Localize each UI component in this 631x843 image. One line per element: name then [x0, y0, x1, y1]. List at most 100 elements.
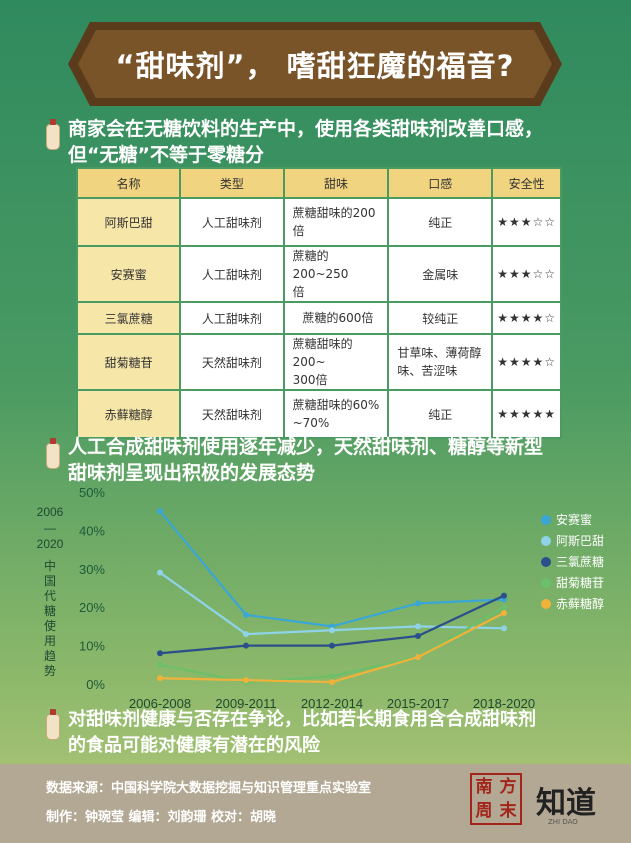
- table-header: 名称: [75, 167, 182, 199]
- table-row: 安赛蜜 人工甜味剂 蔗糖的 200~250 倍 金属味 ★★★☆☆: [75, 245, 562, 303]
- y-tick-label: 10%: [79, 639, 105, 654]
- sweetness-line: 蔗糖的 200~250: [292, 249, 349, 281]
- table-header: 类型: [179, 167, 285, 199]
- y-axis-label-char: 使: [44, 618, 56, 633]
- footer: [0, 764, 631, 843]
- sweetness-line: 蔗糖甜味的200: [292, 206, 376, 220]
- section-1-line-1: 商家会在无糖饮料的生产中，使用各类甜味剂改善口感，: [68, 118, 544, 140]
- bottle-icon: [46, 438, 60, 469]
- legend-label: 三氯蔗糖: [556, 554, 604, 569]
- data-point: [243, 611, 249, 618]
- legend-label: 甜菊糖苷: [556, 575, 604, 590]
- table-row: 赤藓糖醇 天然甜味剂 蔗糖甜味的60% ~70% 纯正 ★★★★★: [75, 389, 562, 439]
- y-axis-label-char: 趋: [44, 649, 56, 663]
- y-axis-label-char: 用: [44, 634, 56, 648]
- cell-rating: ★★★☆☆: [491, 245, 562, 303]
- cell-taste: 较纯正: [387, 301, 494, 335]
- cell-taste: 纯正: [387, 197, 494, 247]
- y-axis-label-char: 代: [44, 589, 56, 603]
- section-1-line-2: 但“无糖”不等于零糖分: [68, 144, 264, 166]
- data-point: [501, 609, 507, 616]
- sweetness-line: 300倍: [292, 373, 328, 387]
- y-axis-label-char: 势: [44, 664, 56, 678]
- legend-marker: [541, 578, 551, 588]
- cell-name: 安赛蜜: [75, 245, 182, 303]
- section-2-heading: 人工合成甜味剂使用逐年减少，天然甜味剂、糖醇等新型 甜味剂呈现出积极的发展态势: [68, 434, 543, 486]
- cell-taste: 金属味: [387, 245, 494, 303]
- data-point: [157, 569, 163, 576]
- legend-marker: [541, 599, 551, 609]
- sweetener-trend-chart: 0% 10% 20% 30% 40% 50% 2006-2008 2009-2011 2012-…: [37, 485, 604, 711]
- legend-marker: [541, 557, 551, 567]
- nanfang-zhoumo-logo: 南 方 周 末: [470, 773, 522, 825]
- zhidao-logo: 知道: [536, 786, 596, 821]
- credits: 制作：钟琬莹 编辑：刘韵珊 校对：胡晓: [46, 810, 277, 825]
- seal-char: 周: [475, 801, 493, 821]
- x-tick-label: 2015-2017: [387, 696, 449, 711]
- data-point: [243, 642, 249, 649]
- data-point: [157, 508, 163, 515]
- sweetness-line: 倍: [292, 224, 305, 238]
- legend-label: 阿斯巴甜: [556, 534, 604, 548]
- table-header: 甜味: [282, 167, 390, 199]
- data-point: [243, 677, 249, 684]
- data-point: [329, 627, 335, 634]
- data-source: 数据来源：中国科学院大数据挖掘与知识管理重点实验室: [46, 781, 372, 796]
- cell-sweetness: 蔗糖的600倍: [282, 301, 390, 335]
- data-point: [329, 679, 335, 686]
- sweetness-line: 蔗糖甜味的60%: [292, 398, 380, 412]
- y-tick-label: 40%: [79, 523, 105, 538]
- data-point: [501, 592, 507, 599]
- bottle-icon: [46, 709, 60, 740]
- seal-char: 末: [499, 801, 517, 821]
- sweetener-table: 名称 类型 甜味 口感 安全性 阿斯巴甜 人工甜味剂 蔗糖甜味的200 倍 纯正 …: [75, 167, 562, 439]
- table-header: 安全性: [491, 167, 562, 199]
- cell-name: 赤藓糖醇: [75, 389, 182, 439]
- section-1-heading: 商家会在无糖饮料的生产中，使用各类甜味剂改善口感， 但“无糖”不等于零糖分: [68, 116, 543, 168]
- cell-type: 人工甜味剂: [179, 301, 285, 335]
- legend-label: 安赛蜜: [556, 512, 592, 527]
- data-point: [329, 673, 335, 680]
- data-point: [415, 623, 421, 630]
- table-row: 阿斯巴甜 人工甜味剂 蔗糖甜味的200 倍 纯正 ★★★☆☆: [75, 197, 562, 247]
- sweetness-line: 蔗糖的600倍: [302, 311, 374, 325]
- data-point: [415, 654, 421, 661]
- data-point: [501, 604, 507, 611]
- page-title: “甜味剂”， 嗜甜狂魔的福音?: [115, 49, 515, 83]
- bottle-icon: [46, 119, 60, 150]
- data-point: [415, 633, 421, 639]
- table-header: 口感: [387, 167, 494, 199]
- cell-type: 人工甜味剂: [179, 197, 285, 247]
- legend-label: 赤藓糖醇: [556, 596, 604, 611]
- cell-name: 甜菊糖苷: [75, 333, 182, 391]
- data-point: [415, 600, 421, 607]
- section-2-line-2: 甜味剂呈现出积极的发展态势: [68, 462, 316, 484]
- legend-marker: [541, 536, 551, 546]
- cell-rating: ★★★★☆: [491, 301, 562, 335]
- x-tick-label: 2006-2008: [129, 696, 191, 711]
- y-tick-label: 0%: [86, 677, 105, 692]
- cell-sweetness: 蔗糖甜味的200 倍: [282, 197, 390, 247]
- y-axis-year-label: 2020: [37, 537, 64, 551]
- y-axis-label-char: 糖: [44, 603, 56, 618]
- cell-rating: ★★★★★: [491, 389, 562, 439]
- y-axis-year-label: —: [44, 521, 56, 535]
- cell-taste: 甘草味、薄荷醇味、苦涩味: [387, 333, 494, 391]
- cell-sweetness: 蔗糖甜味的200~ 300倍: [282, 333, 390, 391]
- cell-sweetness: 蔗糖甜味的60% ~70%: [282, 389, 390, 439]
- section-3-line-1: 对甜味剂健康与否存在争论，比如若长期食用含合成甜味剂: [68, 709, 536, 730]
- title-plate: “甜味剂”， 嗜甜狂魔的福音?: [78, 30, 552, 98]
- data-point: [157, 661, 163, 668]
- data-point: [243, 631, 249, 638]
- cell-type: 天然甜味剂: [179, 333, 285, 391]
- sweetness-line: 蔗糖甜味的200~: [292, 337, 353, 369]
- y-axis-label-char: 中: [44, 558, 56, 573]
- section-3-heading: 对甜味剂健康与否存在争论，比如若长期食用含合成甜味剂 的食品可能对健康有潜在的风…: [68, 707, 536, 759]
- x-tick-label: 2018-2020: [473, 696, 535, 711]
- sweetness-line: ~70%: [292, 416, 330, 430]
- data-point: [329, 642, 335, 649]
- cell-type: 人工甜味剂: [179, 245, 285, 303]
- section-3-line-2: 的食品可能对健康有潜在的风险: [68, 735, 320, 756]
- cell-name: 阿斯巴甜: [75, 197, 182, 247]
- seal-char: 方: [499, 777, 517, 797]
